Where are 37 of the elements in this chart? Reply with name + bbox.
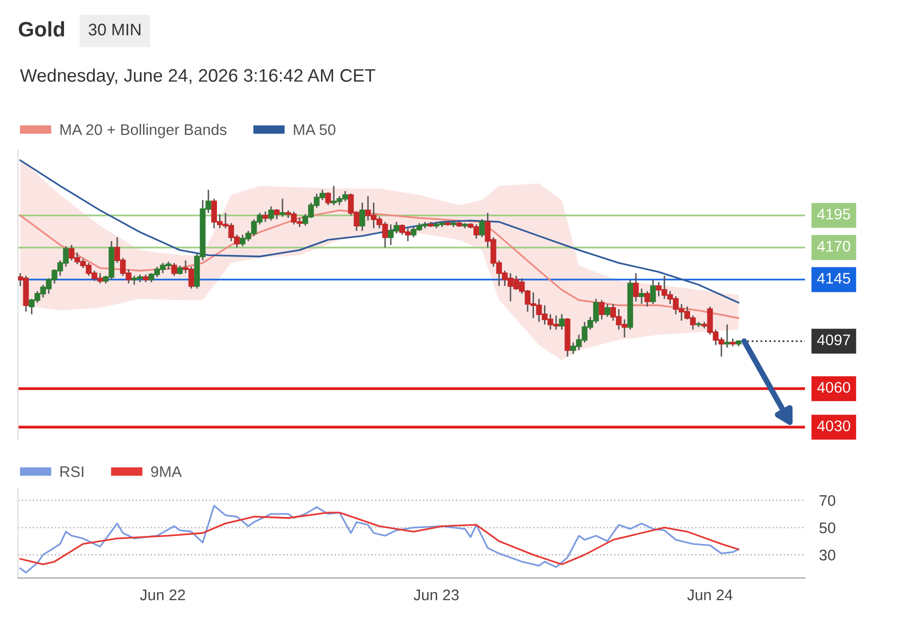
legend-label: RSI xyxy=(60,466,84,478)
legend-label: MA 20 + Bollinger Bands xyxy=(60,124,226,138)
candlestick xyxy=(633,272,639,302)
legend-label: MA 50 xyxy=(294,124,336,136)
ref-line-label: 4097 xyxy=(817,334,850,346)
candlestick xyxy=(604,303,610,318)
chart-title: Gold xyxy=(18,21,64,37)
text: 30 MIN xyxy=(88,24,140,36)
candlestick xyxy=(262,210,268,223)
candlestick xyxy=(598,299,605,320)
ref-line-label: 4145 xyxy=(817,273,850,284)
y-tick-label: 50 xyxy=(820,522,836,534)
candlestick xyxy=(274,208,280,220)
candlestick xyxy=(325,192,331,206)
candlestick xyxy=(479,218,485,238)
line-series xyxy=(19,504,740,574)
x-tick-label: Jun 22 xyxy=(140,590,185,600)
candlestick xyxy=(650,278,656,305)
candlestick xyxy=(638,288,644,305)
candlestick xyxy=(268,206,274,222)
y-tick-label: 70 xyxy=(820,495,836,506)
ref-line-label: 4195 xyxy=(817,208,850,220)
candlestick xyxy=(359,202,366,232)
candlestick xyxy=(171,262,178,276)
x-tick-label: Jun 24 xyxy=(687,590,732,600)
candlestick xyxy=(724,324,730,348)
y-tick-label: 30 xyxy=(819,550,836,561)
ref-line-label: 4030 xyxy=(817,420,850,432)
line-series xyxy=(19,512,740,566)
ref-line-label: 4170 xyxy=(817,240,850,252)
candlestick xyxy=(644,290,650,308)
x-tick-label: Jun 23 xyxy=(414,590,459,600)
chart-subtitle: Wednesday, June 24, 2026 3:16:42 AM CET xyxy=(20,68,376,86)
candlestick xyxy=(558,314,565,330)
legend-label: 9MA xyxy=(151,466,182,478)
ref-line-label: 4060 xyxy=(817,382,850,393)
candlestick xyxy=(280,198,286,218)
